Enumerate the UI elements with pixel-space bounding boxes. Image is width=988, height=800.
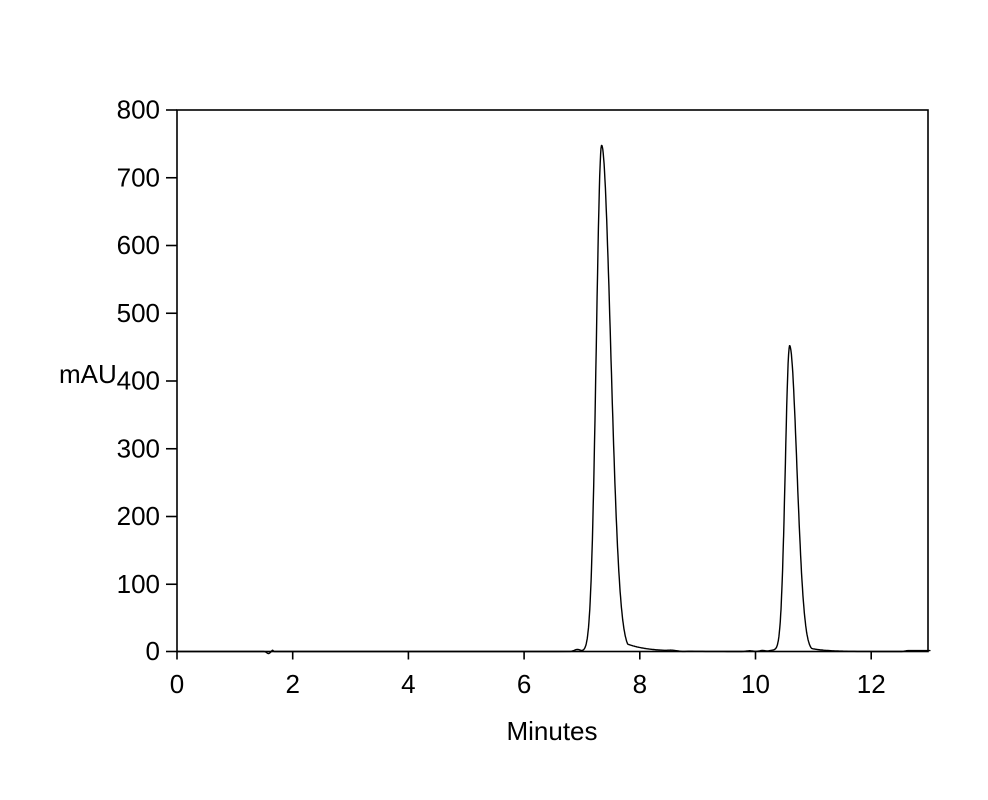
svg-text:0: 0 bbox=[170, 669, 184, 699]
svg-text:4: 4 bbox=[401, 669, 415, 699]
svg-text:100: 100 bbox=[117, 569, 160, 599]
svg-text:200: 200 bbox=[117, 501, 160, 531]
svg-text:Minutes: Minutes bbox=[506, 716, 597, 746]
svg-text:2: 2 bbox=[285, 669, 299, 699]
svg-text:800: 800 bbox=[117, 95, 160, 125]
svg-text:10: 10 bbox=[741, 669, 770, 699]
svg-text:6: 6 bbox=[517, 669, 531, 699]
svg-text:400: 400 bbox=[117, 366, 160, 396]
svg-text:12: 12 bbox=[857, 669, 886, 699]
svg-text:700: 700 bbox=[117, 162, 160, 192]
svg-text:600: 600 bbox=[117, 230, 160, 260]
svg-text:8: 8 bbox=[633, 669, 647, 699]
svg-text:500: 500 bbox=[117, 298, 160, 328]
svg-text:mAU: mAU bbox=[59, 359, 117, 389]
svg-text:300: 300 bbox=[117, 433, 160, 463]
svg-text:0: 0 bbox=[146, 636, 160, 666]
